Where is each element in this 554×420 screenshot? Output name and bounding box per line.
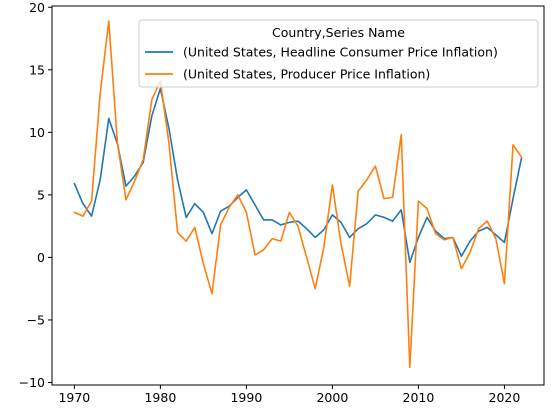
x-tick-label: 2020	[489, 390, 521, 405]
series-layer	[73, 20, 523, 369]
plot-frame	[51, 5, 545, 386]
y-tick-label: −10	[19, 375, 45, 390]
y-axis: −10 −5 0 5 10 15 20	[19, 0, 52, 390]
x-tick-label: 2000	[316, 390, 348, 405]
series-line-0	[73, 87, 523, 264]
x-tick-label: 2010	[403, 390, 435, 405]
y-tick-label: 20	[29, 0, 45, 15]
y-tick-label: 10	[29, 125, 45, 140]
y-tick-label: 5	[37, 187, 45, 202]
legend: Country,Series Name (United States, Head…	[138, 19, 539, 88]
x-tick-label: 1970	[58, 390, 90, 405]
series-line-1	[73, 20, 523, 369]
x-tick-label: 1980	[144, 390, 176, 405]
legend-box	[138, 19, 539, 88]
y-tick-label: 0	[37, 250, 45, 265]
y-tick-label: −5	[27, 312, 45, 327]
legend-entry-label-1: (United States, Producer Price Inflation…	[183, 67, 430, 82]
x-tick-label: 1990	[230, 390, 262, 405]
legend-entry-label-0: (United States, Headline Consumer Price …	[183, 45, 498, 60]
x-axis: 1970 1980 1990 2000 2010 2020	[58, 385, 520, 405]
legend-title: Country,Series Name	[272, 25, 405, 40]
y-tick-label: 15	[29, 62, 45, 77]
